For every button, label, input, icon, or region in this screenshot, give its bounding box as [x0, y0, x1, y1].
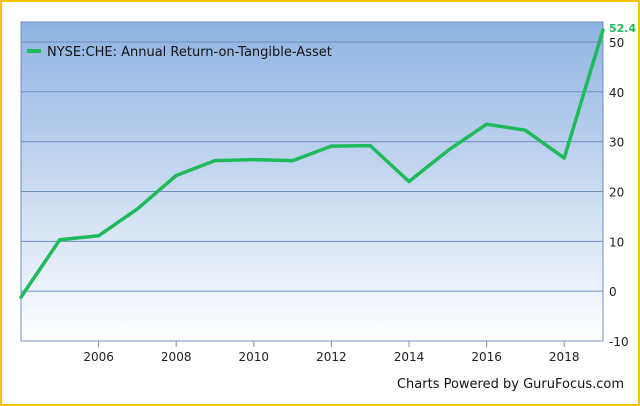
x-tick-label: 2006 — [83, 350, 114, 364]
y-tick-label: 50 — [609, 36, 624, 50]
grid-lines — [20, 21, 604, 342]
y-tick-label: 40 — [609, 86, 624, 100]
legend: NYSE:CHE: Annual Return-on-Tangible-Asse… — [27, 45, 332, 60]
legend-label: NYSE:CHE: Annual Return-on-Tangible-Asse… — [47, 45, 332, 60]
last-value-label: 52.4 — [609, 22, 636, 35]
x-tick-label: 2018 — [549, 350, 580, 364]
y-tick-label: 30 — [609, 136, 624, 150]
axes: -10 0 10 20 30 40 50 2006 2008 2010 2012 2014 2016 20… — [83, 36, 628, 364]
x-tick-label: 2012 — [316, 350, 347, 364]
credit-text: Charts Powered by GuruFocus.com — [396, 377, 624, 392]
x-tick-label: 2008 — [161, 350, 192, 364]
y-tick-label: 0 — [609, 285, 617, 299]
y-tick-label: 10 — [609, 235, 624, 249]
x-tick-label: 2010 — [239, 350, 270, 364]
y-tick-label: -10 — [609, 335, 629, 349]
plot-border — [20, 21, 604, 342]
series-line — [19, 28, 605, 299]
x-tick-label: 2014 — [394, 350, 425, 364]
plot-area — [21, 22, 603, 341]
x-tick-label: 2016 — [471, 350, 502, 364]
series-layer: 52.4 — [19, 22, 636, 299]
y-tick-label: 20 — [609, 185, 624, 199]
